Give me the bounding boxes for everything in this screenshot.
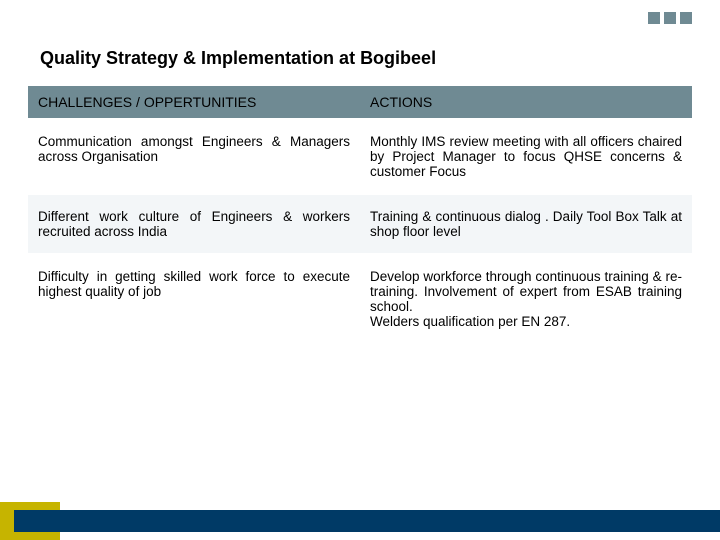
logo-block xyxy=(648,12,660,24)
logo-block xyxy=(664,12,676,24)
cell-challenge: Communication amongst Engineers & Manage… xyxy=(28,119,360,194)
cell-challenge: Difficulty in getting skilled work force… xyxy=(28,254,360,344)
table-row: Communication amongst Engineers & Manage… xyxy=(28,119,692,194)
cell-action: Develop workforce through continuous tra… xyxy=(360,254,692,344)
logo-block xyxy=(680,12,692,24)
page-title: Quality Strategy & Implementation at Bog… xyxy=(40,48,436,69)
table-header-row: CHALLENGES / OPPERTUNITIES ACTIONS xyxy=(28,86,692,119)
logo xyxy=(648,12,692,24)
column-header-actions: ACTIONS xyxy=(360,86,692,119)
cell-challenge: Different work culture of Engineers & wo… xyxy=(28,194,360,254)
table-row: Difficulty in getting skilled work force… xyxy=(28,254,692,344)
column-header-challenges: CHALLENGES / OPPERTUNITIES xyxy=(28,86,360,119)
challenges-actions-table: CHALLENGES / OPPERTUNITIES ACTIONS Commu… xyxy=(28,86,692,345)
cell-action: Training & continuous dialog . Daily Too… xyxy=(360,194,692,254)
footer xyxy=(0,502,720,540)
table-row: Different work culture of Engineers & wo… xyxy=(28,194,692,254)
footer-bar xyxy=(14,510,720,532)
cell-action: Monthly IMS review meeting with all offi… xyxy=(360,119,692,194)
